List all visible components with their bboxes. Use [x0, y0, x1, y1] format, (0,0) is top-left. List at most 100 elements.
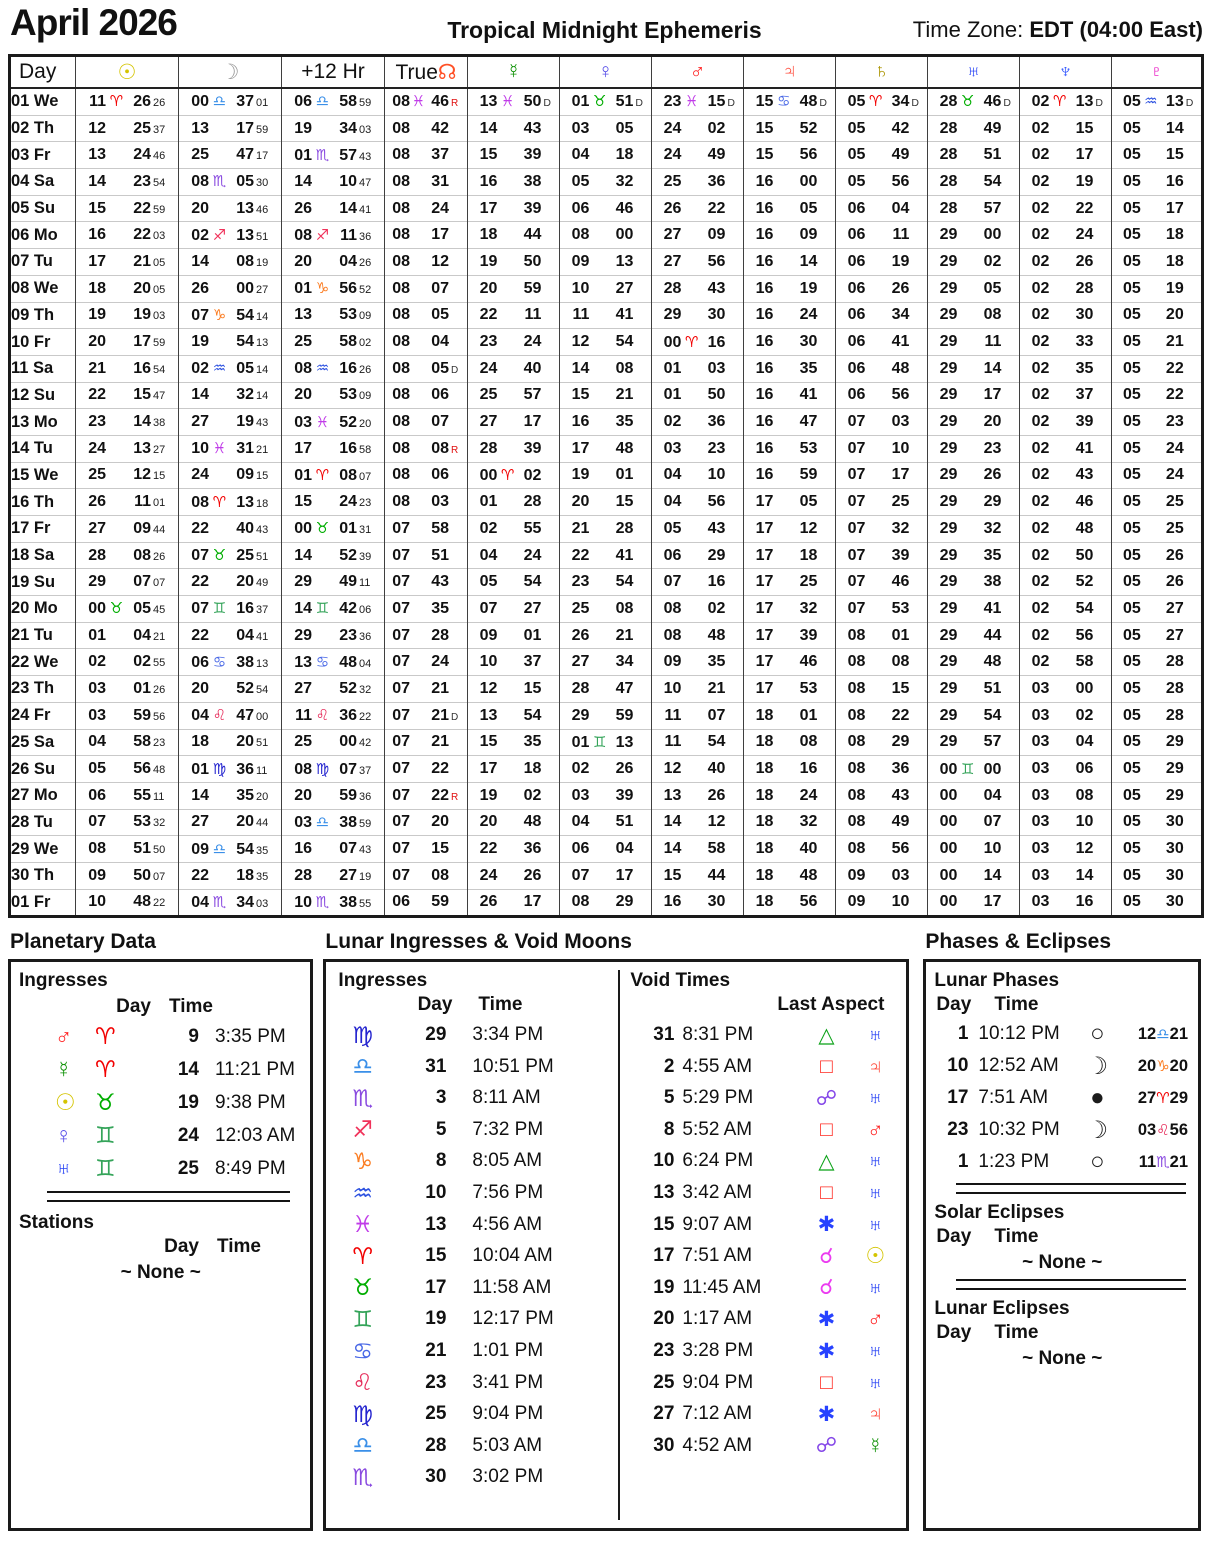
minutes: 39	[523, 146, 542, 164]
day-column-header: Day	[417, 994, 453, 1016]
position-cell-plu: 05 22	[1111, 381, 1203, 409]
minutes: 05	[431, 306, 449, 324]
position-cell-sat: 07 03	[835, 408, 928, 436]
position-cell-ven: 06 46	[559, 194, 652, 222]
seconds: 03	[256, 897, 269, 910]
position-cell-jup: 17 53	[743, 675, 836, 703]
minutes: 19	[1075, 172, 1094, 190]
position: 10 ♓ 31 21	[179, 439, 281, 458]
minutes: 46	[431, 93, 449, 111]
time-column-header: Time	[994, 1226, 1039, 1248]
minutes: 30	[799, 333, 818, 351]
degrees: 11	[89, 93, 106, 111]
minutes: 35	[1075, 359, 1094, 377]
minutes: 46	[615, 199, 634, 217]
minutes: 54	[615, 333, 634, 351]
position: 17 25	[744, 573, 835, 591]
minutes: 35	[431, 599, 449, 617]
position-cell-nep: 02 22	[1019, 194, 1112, 222]
position-cell-sun: 24 13 27	[75, 434, 179, 463]
position: 18 56	[744, 893, 835, 911]
position: 07 35	[385, 600, 467, 618]
lunar-ingress-row: ♐ 5 7:32 PM	[338, 1114, 614, 1146]
position-cell-mer: 13 54	[467, 701, 560, 729]
position-cell-jup: 17 25	[743, 568, 836, 596]
degrees: 16	[755, 252, 774, 270]
minutes: 26	[133, 93, 151, 111]
position: 07 21	[385, 733, 467, 751]
degrees: 08	[847, 760, 866, 778]
degrees: 20	[191, 679, 209, 697]
degrees: 05	[1123, 306, 1141, 324]
full-moon-icon: ○	[1090, 1148, 1105, 1176]
degrees: 16	[755, 359, 774, 377]
minutes: 41	[799, 386, 818, 404]
minutes: 37	[236, 93, 254, 111]
position: 02 28	[1020, 280, 1111, 298]
minutes: 33	[1075, 333, 1094, 351]
position: 07 32	[836, 520, 927, 538]
position-cell-mar: 05 43	[651, 515, 744, 543]
void-time: 5:52 AM	[682, 1118, 753, 1140]
minutes: 48	[707, 626, 726, 644]
ura-planet-icon: ♅	[867, 1369, 884, 1395]
column-header-plu: ♇	[1111, 55, 1203, 89]
position-cell-ura: 29 44	[927, 621, 1020, 649]
day-cell: 15 We	[9, 461, 76, 489]
degrees: 02	[1031, 306, 1050, 324]
minutes: 57	[523, 386, 542, 404]
position-cell-sat: 06 34	[835, 301, 928, 329]
position-cell-p12: 08 ♐ 11 36	[281, 221, 385, 249]
sign-cap-icon: ♑	[1156, 1057, 1170, 1075]
position-cell-node: 08 04	[384, 328, 468, 356]
position: 29 38	[928, 573, 1019, 591]
minutes: 28	[1165, 679, 1184, 697]
position: 02 33	[1020, 333, 1111, 351]
void-time-row: 30 4:52 AM ☍ ☿	[630, 1430, 898, 1462]
degrees: 00	[939, 893, 958, 911]
degrees: 07	[479, 599, 498, 617]
ingress-time: 4:56 AM	[472, 1213, 543, 1235]
minutes: 29	[891, 733, 910, 751]
degrees: 14	[294, 172, 312, 190]
degrees: 05	[1123, 466, 1141, 484]
void-time: 9:07 AM	[682, 1213, 753, 1235]
ingress-day: 9	[188, 1025, 199, 1047]
position-cell-ven: 29 59	[559, 701, 652, 729]
position-cell-node: 08 06	[384, 381, 468, 409]
minutes: 23	[1165, 413, 1184, 431]
minutes: 32	[236, 386, 254, 404]
ingress-time: 5:03 AM	[472, 1434, 543, 1456]
direct-marker: D	[727, 97, 735, 110]
position-cell-mar: 00 ♈ 16	[651, 328, 744, 356]
position-cell-jup: 15 52	[743, 114, 836, 142]
ura-planet-icon: ♅	[867, 1211, 884, 1237]
degrees: 21	[571, 519, 590, 537]
position-cell-node: 07 43	[384, 568, 468, 596]
minutes: 28	[1075, 279, 1094, 297]
position: 05 30	[1112, 813, 1201, 831]
minutes: 08	[799, 733, 818, 751]
position-cell-sun: 17 21 05	[75, 248, 179, 276]
position-cell-ven: 12 54	[559, 328, 652, 356]
minutes: 16	[707, 333, 726, 351]
direct-marker: D	[635, 97, 643, 110]
opposition-aspect-icon: ☍	[815, 1086, 838, 1110]
minutes: 43	[891, 786, 910, 804]
column-header-node: True☊	[384, 55, 468, 89]
degrees: 05	[847, 146, 866, 164]
degrees: 08	[571, 226, 590, 244]
position-cell-ura: 29 29	[927, 488, 1020, 516]
position: 08 29	[836, 733, 927, 751]
lunar-ingress-row: ♏ 3 8:11 AM	[338, 1083, 614, 1115]
degrees: 29	[939, 733, 958, 751]
position: 09 ♎ 54 35	[179, 840, 281, 859]
degrees: 16	[755, 226, 774, 244]
minutes: 01	[615, 466, 634, 484]
new-moon-icon: ●	[1090, 1084, 1105, 1112]
minutes: 35	[983, 546, 1002, 564]
minutes: 37	[1075, 386, 1094, 404]
position: 02 22	[1020, 200, 1111, 218]
position: 06 29	[652, 547, 743, 565]
minutes: 56	[707, 252, 726, 270]
